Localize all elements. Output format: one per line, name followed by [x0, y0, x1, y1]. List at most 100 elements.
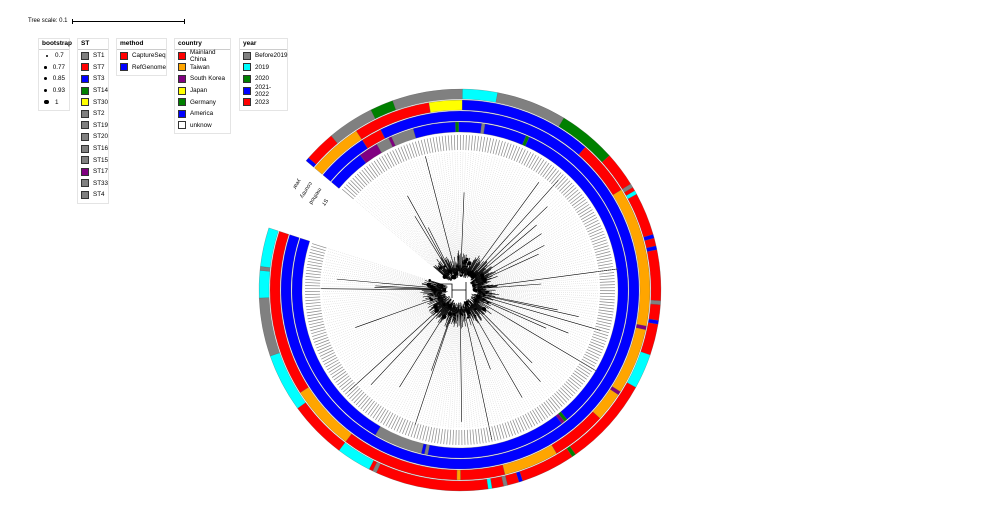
st-ring-segment: [455, 121, 459, 133]
branch: [422, 293, 446, 302]
tip-label: [440, 428, 443, 444]
tip-label: [592, 333, 608, 339]
branch: [451, 268, 455, 274]
tip-label: [596, 257, 612, 261]
branch-leader: [469, 317, 505, 421]
tip-label: [570, 194, 583, 205]
branch: [474, 293, 601, 331]
country-ring-segment: [269, 231, 309, 393]
branch: [471, 224, 537, 281]
tip-label: [543, 401, 554, 415]
branch-leader: [474, 181, 546, 273]
branch-leader: [322, 280, 429, 289]
branch-leader: [354, 313, 432, 379]
branch: [472, 284, 494, 289]
tip-label: [312, 334, 328, 340]
branch-leader: [323, 294, 430, 314]
tip-label: [585, 351, 600, 359]
branch: [428, 295, 447, 305]
tip-label: [469, 429, 472, 445]
branch-leader: [413, 370, 432, 421]
tip-label: [397, 147, 405, 162]
branch: [438, 300, 446, 306]
bootstrap-node: [466, 310, 471, 315]
branch-leader: [401, 312, 450, 415]
tip-label: [530, 156, 540, 170]
branch: [473, 296, 489, 305]
bootstrap-node: [442, 287, 447, 292]
tip-label: [305, 299, 321, 302]
branch-leader: [488, 308, 576, 366]
branch: [461, 253, 464, 274]
branch: [457, 302, 460, 328]
swatch: [243, 74, 251, 83]
branch: [453, 303, 457, 314]
legend-country-title: country: [175, 39, 230, 50]
tip-label: [349, 387, 361, 399]
branch-leader: [457, 152, 460, 256]
tip-label: [305, 302, 321, 305]
branch-leader: [322, 274, 433, 288]
branch-leader: [463, 152, 477, 260]
tip-label: [367, 402, 378, 415]
branch-leader: [486, 190, 557, 263]
branch-leader: [382, 322, 439, 405]
tip-label: [599, 284, 615, 286]
bootstrap-node: [480, 273, 485, 278]
branch-leader: [482, 297, 592, 334]
swatch: [81, 63, 89, 72]
branch-leader: [596, 268, 618, 272]
branch: [468, 257, 477, 274]
tip-label: [544, 166, 555, 179]
tip-label: [422, 425, 427, 441]
branch: [432, 291, 442, 293]
tip-label: [560, 387, 572, 399]
branch: [472, 277, 482, 283]
branch: [456, 302, 459, 324]
branch-leader: [522, 397, 530, 410]
branch-leader: [487, 237, 588, 280]
branch: [420, 290, 444, 294]
legend-st-item: ST3: [78, 73, 108, 85]
branch: [470, 304, 482, 319]
tip-label: [550, 396, 561, 409]
branch-leader: [409, 161, 449, 260]
branch-leader: [473, 318, 520, 415]
branch-leader: [488, 424, 493, 441]
branch: [453, 261, 457, 273]
tip-label: [546, 168, 557, 181]
tip-label: [571, 196, 585, 207]
branch-leader: [486, 311, 567, 379]
st-ring-segment: [291, 237, 381, 436]
branch-leader: [327, 300, 423, 330]
legend-bootstrap-item: 0.7: [39, 50, 69, 62]
branch-leader: [489, 266, 596, 286]
branch-leader: [489, 291, 598, 297]
tip-label: [426, 138, 431, 154]
tip-label: [592, 239, 607, 246]
branch: [468, 300, 476, 310]
legend-method: method CaptureSeq RefGenome: [116, 38, 167, 77]
tip-label: [595, 251, 611, 256]
tip-label: [535, 159, 545, 173]
legend-st-item: ST1: [78, 50, 108, 62]
branch-leader: [462, 316, 473, 428]
bootstrap-node: [437, 291, 441, 294]
tip-label: [434, 428, 438, 443]
branch: [414, 215, 451, 274]
branch: [428, 280, 448, 287]
tip-label: [360, 397, 371, 410]
branch-leader: [483, 260, 595, 286]
branch-leader: [326, 253, 426, 281]
bootstrap-node: [481, 307, 487, 312]
branch: [437, 303, 450, 318]
branch: [470, 273, 489, 285]
branch-leader: [538, 232, 586, 255]
branch-leader: [465, 326, 481, 427]
legend-country-item: Taiwan: [175, 62, 230, 74]
bootstrap-node: [454, 271, 459, 276]
branch-leader: [484, 293, 597, 313]
bootstrap-node: [447, 269, 452, 274]
branch: [414, 304, 456, 426]
tip-label: [381, 155, 390, 170]
